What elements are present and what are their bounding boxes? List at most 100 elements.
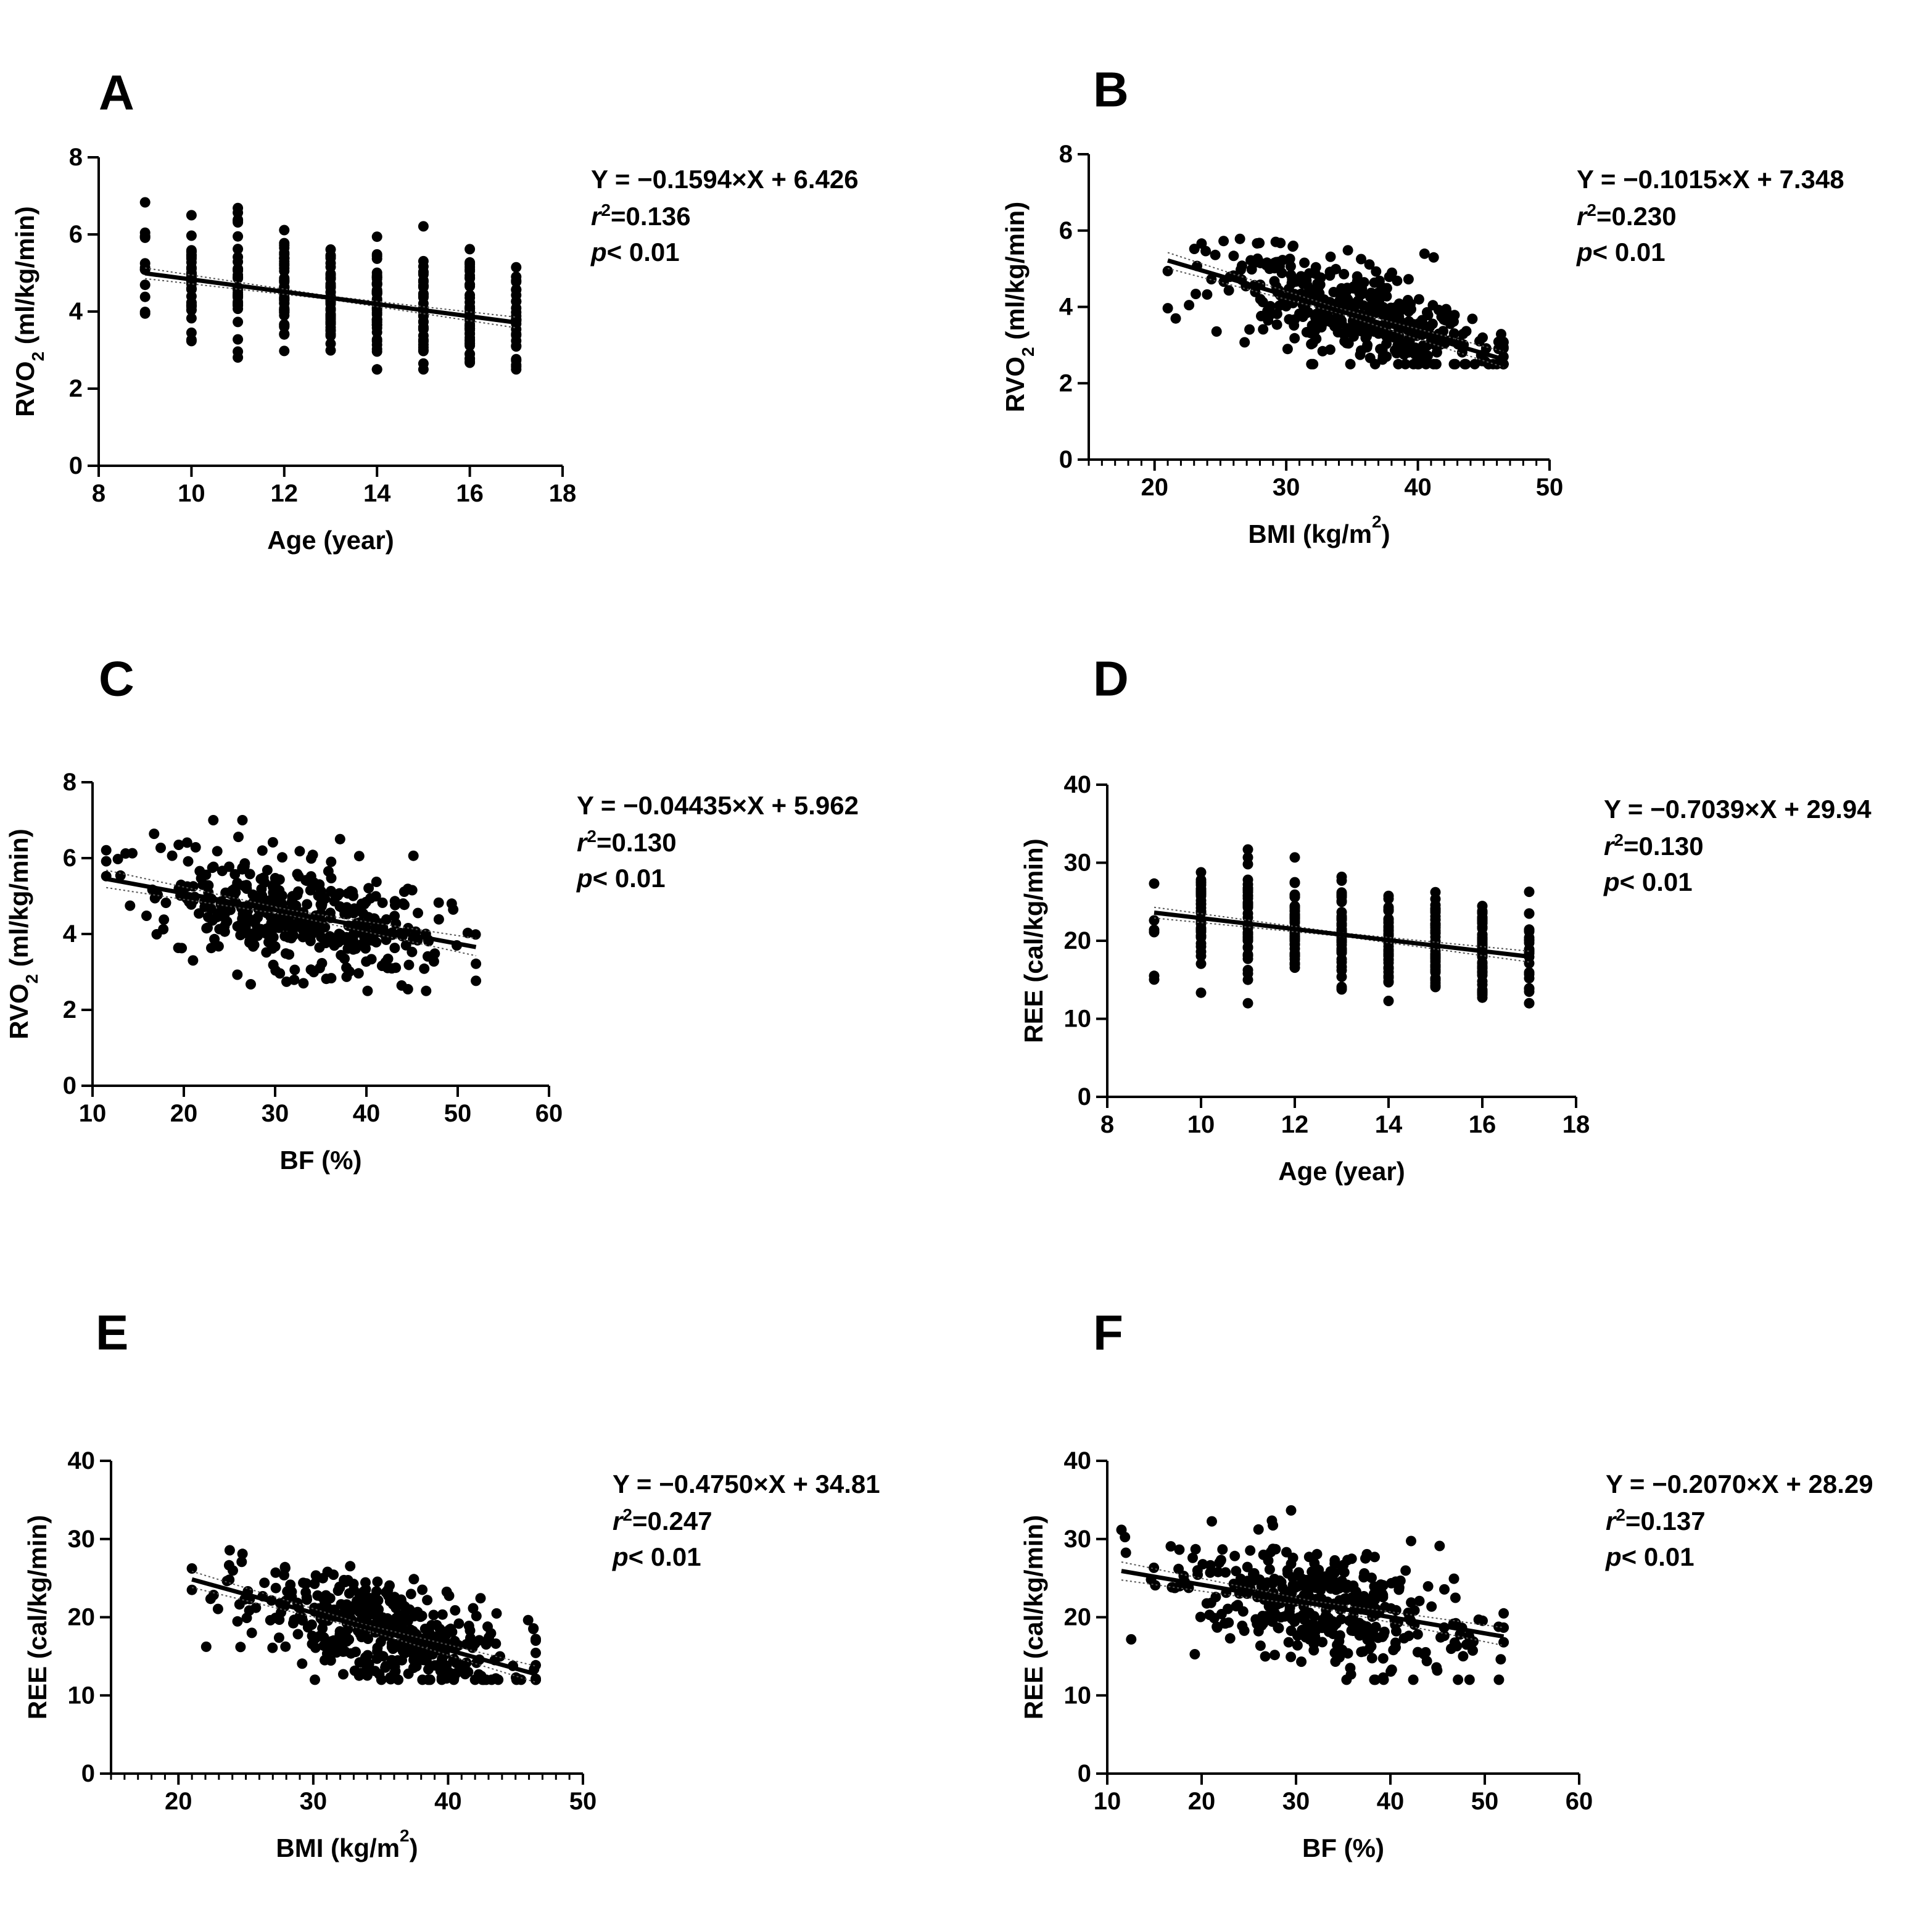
data-point [1242,941,1253,952]
data-point [224,861,234,872]
data-point [426,1620,437,1630]
data-point [1242,844,1253,855]
data-point [1428,252,1439,263]
data-point [1270,236,1281,247]
data-point [418,342,429,353]
data-point [1310,268,1321,279]
data-point [158,924,169,935]
data-point [233,273,244,284]
data-point [1336,911,1347,922]
data-point [1336,891,1347,903]
data-point [399,899,410,911]
data-point [1342,1555,1353,1566]
data-point [1242,900,1253,911]
x-tick-label: 30 [1273,474,1300,501]
y-axis-label: RVO2 (ml/kg/min) [1001,202,1038,413]
data-point [1195,899,1207,910]
data-point [471,958,482,969]
data-point [339,953,350,964]
data-point [1220,1618,1231,1629]
data-point [1250,286,1261,297]
data-point [421,985,432,996]
data-point [1377,1672,1389,1683]
data-point [1284,314,1295,325]
data-point [323,866,334,877]
data-point [1282,344,1293,355]
data-point [334,1581,345,1592]
data-point [1467,313,1478,324]
data-point [1195,886,1207,897]
data-point [1388,314,1399,325]
y-tick-label: 40 [68,1447,96,1474]
data-point [1310,325,1321,336]
data-point [481,1639,492,1650]
data-point [279,263,290,274]
data-point [324,1593,336,1604]
data-point [1384,271,1395,283]
data-point [139,279,151,291]
data-point [1331,263,1341,275]
data-point [1445,318,1456,329]
data-point [334,1626,345,1637]
data-point [1245,1545,1256,1556]
data-point [1196,238,1207,249]
data-point [325,268,336,279]
y-tick-label: 10 [68,1682,96,1709]
data-point [1378,1629,1389,1640]
panel-label: B [1093,62,1129,117]
y-tick-label: 10 [1064,1682,1092,1709]
data-point [1430,927,1441,938]
data-point [1255,1640,1266,1651]
data-point [1493,1674,1505,1685]
data-point [1450,1592,1461,1603]
data-point [511,353,522,365]
data-point [182,881,193,892]
data-point [371,339,382,350]
data-point [139,197,151,208]
data-point [1218,236,1229,247]
data-point [1334,1579,1345,1590]
data-point [273,912,284,923]
data-point [312,1590,323,1601]
r-squared-text: r2=0.247 [613,1505,712,1536]
y-tick-label: 40 [1064,771,1092,798]
data-point [408,1574,419,1585]
data-point [1336,875,1347,886]
data-point [1289,877,1300,888]
x-tick-label: 50 [1471,1788,1499,1815]
data-point [1315,310,1326,321]
data-point [1170,313,1181,324]
data-point [1216,1609,1227,1619]
data-point [303,916,314,927]
data-point [302,899,313,910]
data-point [1364,352,1376,363]
data-point [1309,1572,1320,1582]
data-point [407,885,418,896]
data-point [173,943,184,953]
data-point [233,832,244,843]
data-point [1309,1558,1320,1569]
data-point [1334,1652,1345,1663]
data-point [380,1662,391,1673]
data-point [245,928,256,940]
data-point [1205,1597,1216,1608]
data-point [1204,1610,1215,1621]
data-point [476,1671,487,1682]
data-point [302,1594,312,1605]
data-point [344,1588,355,1599]
data-point [1336,983,1347,994]
scatter-points [101,815,482,996]
scatter-points [186,1545,541,1685]
data-point [491,1608,502,1619]
data-point [469,1638,481,1649]
x-tick-label: 50 [569,1788,597,1815]
data-point [1195,867,1207,878]
regression-line [191,1577,537,1677]
data-point [366,954,377,965]
data-point [1438,326,1449,337]
data-point [1312,289,1323,300]
data-point [1195,907,1207,919]
data-point [297,1658,308,1669]
data-point [1237,1621,1248,1631]
y-tick-label: 8 [69,144,83,171]
